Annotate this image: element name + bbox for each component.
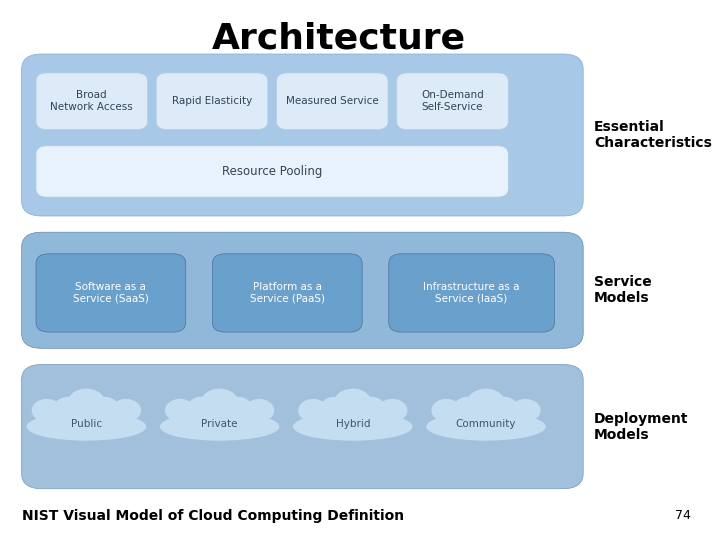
Ellipse shape [427, 413, 545, 440]
Ellipse shape [224, 397, 251, 418]
Ellipse shape [166, 400, 194, 421]
Ellipse shape [335, 389, 371, 415]
Text: NIST Visual Model of Cloud Computing Definition: NIST Visual Model of Cloud Computing Def… [22, 509, 404, 523]
Ellipse shape [299, 400, 328, 421]
Text: Deployment
Models: Deployment Models [594, 411, 688, 442]
Ellipse shape [68, 389, 104, 415]
Ellipse shape [378, 400, 407, 421]
FancyBboxPatch shape [276, 73, 388, 130]
FancyBboxPatch shape [212, 254, 362, 332]
Ellipse shape [32, 400, 61, 421]
Text: Broad
Network Access: Broad Network Access [50, 90, 133, 112]
Text: Public: Public [71, 419, 102, 429]
Ellipse shape [511, 400, 540, 421]
FancyBboxPatch shape [389, 254, 554, 332]
FancyBboxPatch shape [36, 146, 508, 197]
Ellipse shape [454, 397, 482, 418]
Ellipse shape [91, 397, 118, 418]
FancyBboxPatch shape [397, 73, 508, 130]
Text: Platform as a
Service (PaaS): Platform as a Service (PaaS) [250, 282, 325, 303]
Ellipse shape [112, 400, 140, 421]
Text: Community: Community [456, 419, 516, 429]
Ellipse shape [294, 413, 412, 440]
Ellipse shape [432, 400, 461, 421]
Text: Hybrid: Hybrid [336, 419, 370, 429]
Ellipse shape [188, 397, 215, 418]
Text: Rapid Elasticity: Rapid Elasticity [172, 96, 252, 106]
Ellipse shape [468, 389, 504, 415]
FancyBboxPatch shape [156, 73, 268, 130]
FancyBboxPatch shape [22, 364, 583, 489]
FancyBboxPatch shape [22, 232, 583, 348]
Ellipse shape [490, 397, 518, 418]
Text: Resource Pooling: Resource Pooling [222, 165, 323, 178]
Text: Software as a
Service (SaaS): Software as a Service (SaaS) [73, 282, 149, 303]
FancyBboxPatch shape [22, 54, 583, 216]
Text: Private: Private [202, 419, 238, 429]
Ellipse shape [161, 413, 279, 440]
Ellipse shape [357, 397, 384, 418]
Text: On-Demand
Self-Service: On-Demand Self-Service [421, 90, 484, 112]
Ellipse shape [55, 397, 82, 418]
Ellipse shape [27, 413, 145, 440]
Ellipse shape [321, 397, 348, 418]
Text: Architecture: Architecture [212, 22, 465, 56]
Ellipse shape [245, 400, 274, 421]
FancyBboxPatch shape [36, 254, 186, 332]
Ellipse shape [202, 389, 238, 415]
FancyBboxPatch shape [36, 73, 148, 130]
Text: Infrastructure as a
Service (IaaS): Infrastructure as a Service (IaaS) [423, 282, 520, 303]
Text: 74: 74 [675, 509, 691, 522]
Text: Service
Models: Service Models [594, 275, 652, 305]
Text: Measured Service: Measured Service [286, 96, 379, 106]
Text: Essential
Characteristics: Essential Characteristics [594, 120, 712, 150]
